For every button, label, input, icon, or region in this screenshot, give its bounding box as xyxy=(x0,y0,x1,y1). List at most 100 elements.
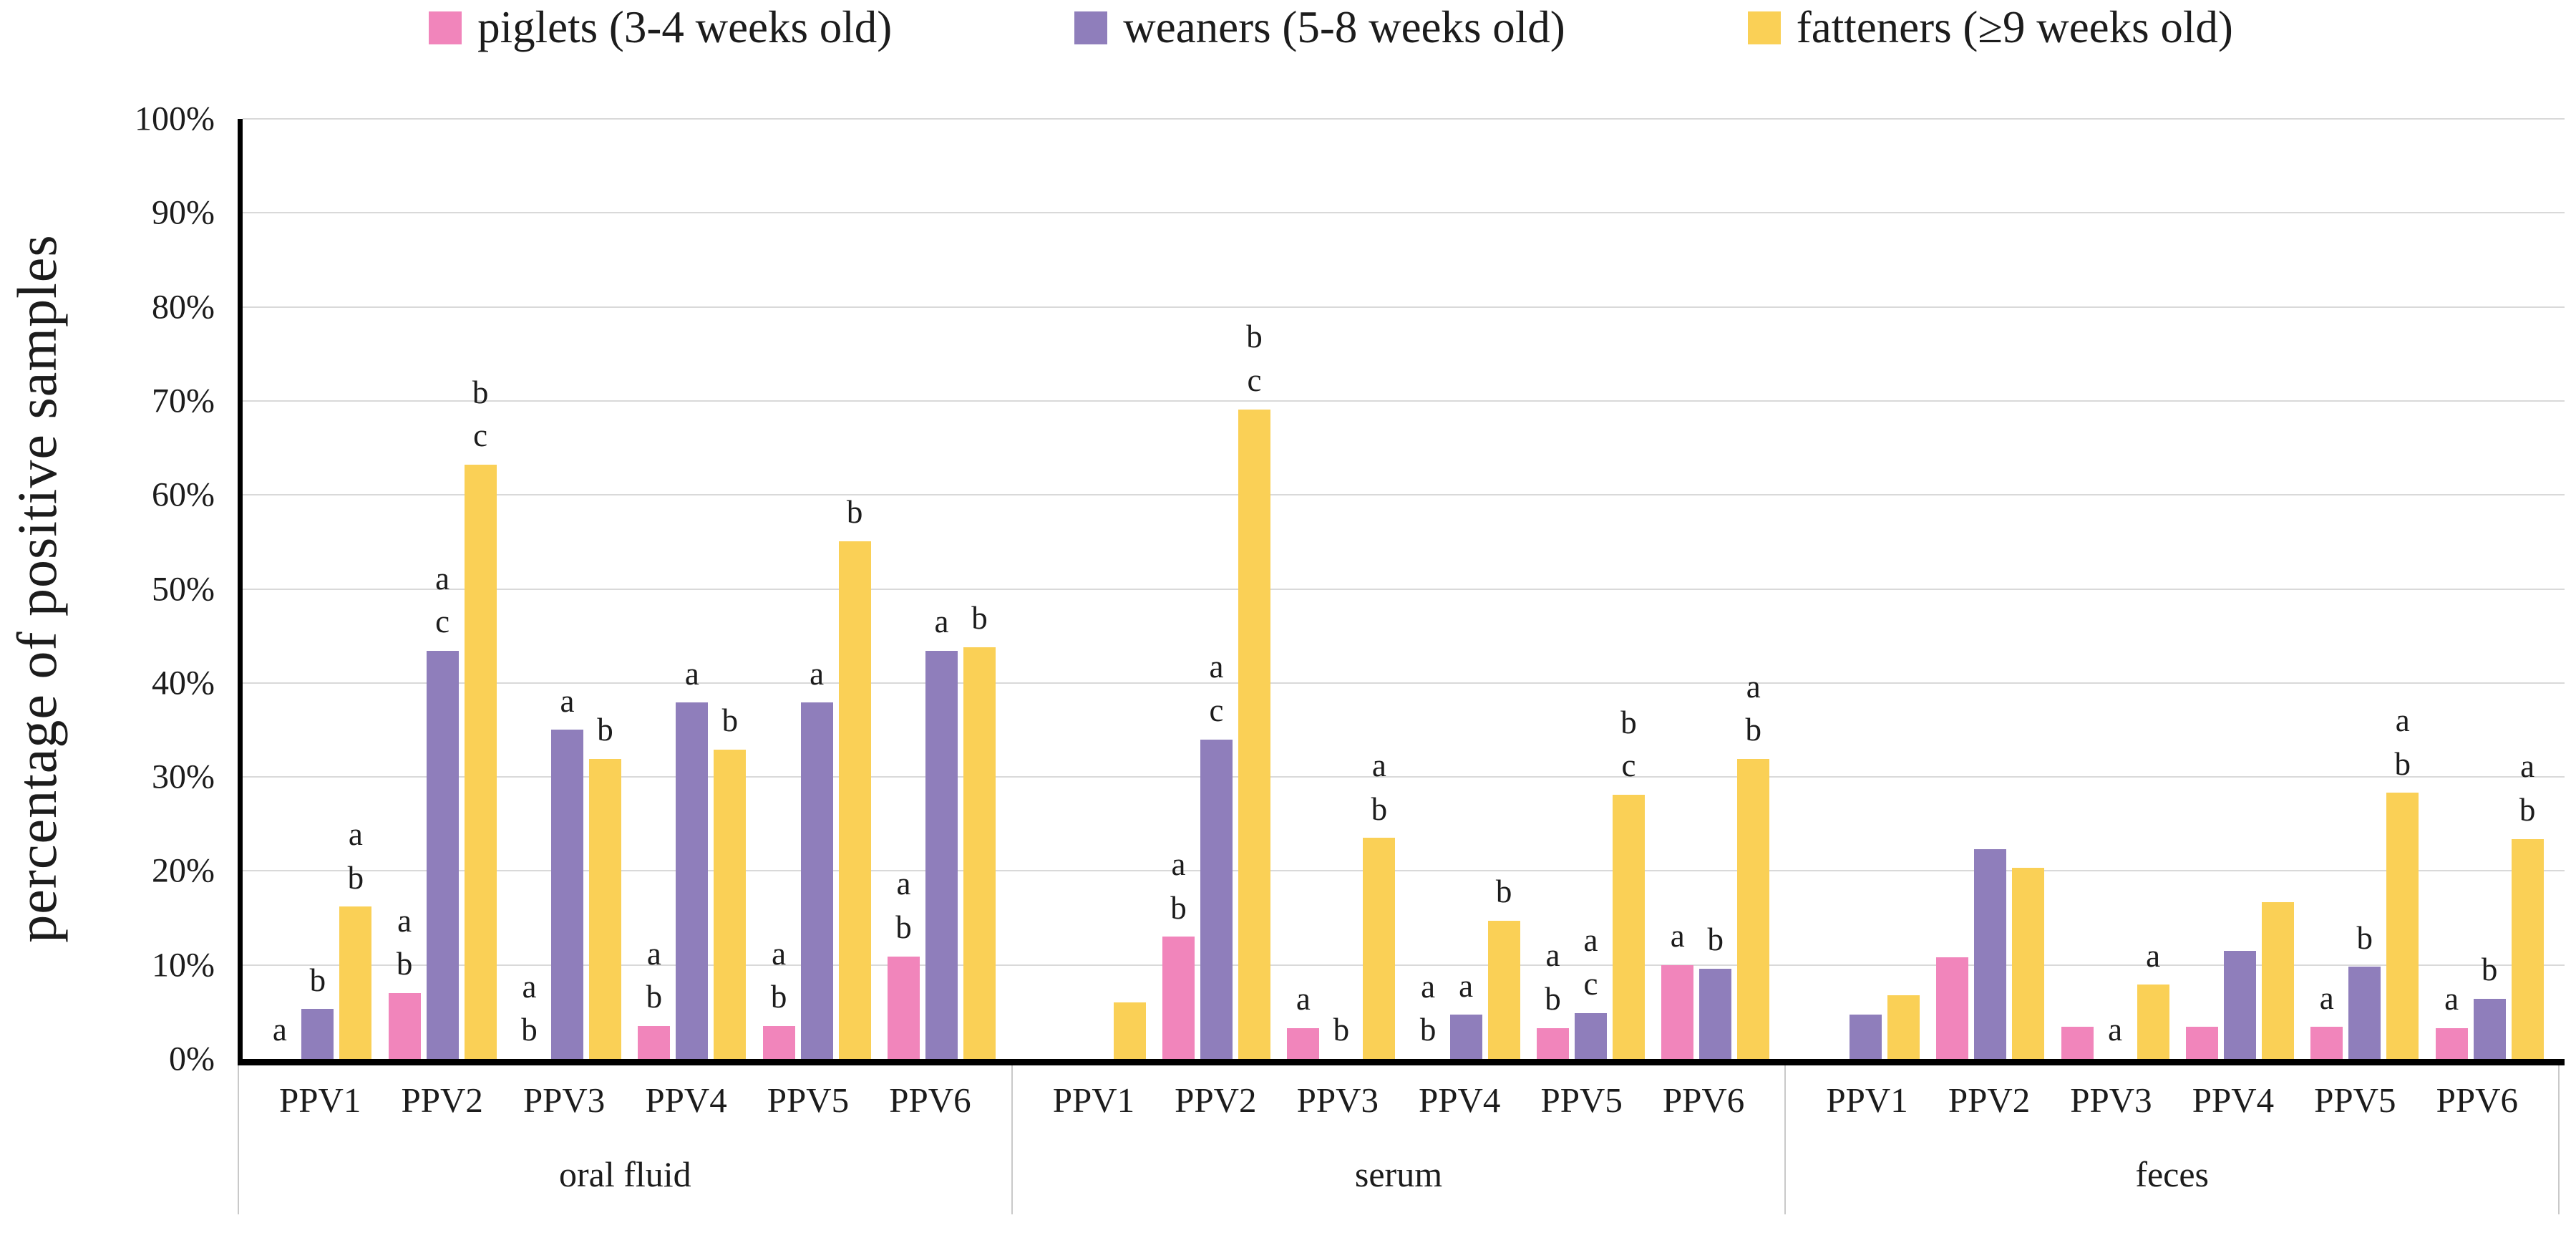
significance-letters: b xyxy=(1708,918,1724,962)
legend-item-fatteners: fatteners (≥9 weeks old) xyxy=(1747,2,2233,52)
significance-letter: b xyxy=(1333,1012,1350,1048)
group-label-cell: feces xyxy=(1784,1134,2560,1214)
significance-letter: b xyxy=(2481,952,2498,988)
bar-weaners xyxy=(676,702,709,1059)
significance-letters: b xyxy=(1333,1008,1350,1052)
bar-slot-weaners: b xyxy=(1699,119,1732,1059)
significance-letter: a xyxy=(646,935,661,972)
significance-letter: b xyxy=(721,702,739,739)
significance-letter: b xyxy=(1246,319,1263,355)
bar-fatteners xyxy=(1238,409,1270,1059)
legend-swatch-fatteners xyxy=(1747,11,1781,44)
bar-fatteners xyxy=(1487,921,1520,1059)
significance-letter: c xyxy=(473,417,488,454)
significance-letter: a xyxy=(522,968,537,1005)
x-tick-label: PPV2 xyxy=(1175,1080,1257,1120)
significance-letter: a xyxy=(2108,1012,2123,1048)
bar-slot-piglets: a xyxy=(263,119,296,1059)
bar-slot-weaners: a xyxy=(800,119,833,1059)
y-tick-label: 50% xyxy=(152,570,215,608)
bar-slot-piglets: a xyxy=(1287,119,1320,1059)
bar-piglets xyxy=(2310,1027,2343,1059)
significance-letter: a xyxy=(272,1012,287,1048)
x-tick-label: PPV6 xyxy=(1662,1080,1745,1120)
bar-piglets xyxy=(1536,1027,1569,1059)
gridline xyxy=(243,964,2565,966)
significance-letter: b xyxy=(770,979,787,1015)
x-tick-label: PPV4 xyxy=(1419,1080,1501,1120)
significance-letters: b xyxy=(2482,948,2498,992)
bar-fatteners xyxy=(2261,901,2294,1059)
legend-swatch-piglets xyxy=(429,11,462,44)
bar-piglets xyxy=(638,1026,671,1059)
bar-slot-fatteners: a xyxy=(2137,119,2169,1059)
bar-weaners xyxy=(1200,739,1233,1059)
significance-letters: a xyxy=(273,1008,287,1052)
category-label-cell-feces: PPV1 PPV2 PPV3 PPV4 PPV5 PPV6 xyxy=(1784,1065,2560,1134)
significance-letter: a xyxy=(2395,702,2410,738)
gridline xyxy=(243,776,2565,778)
bar-fatteners xyxy=(1363,838,1396,1059)
bar-piglets xyxy=(1936,957,1969,1059)
bar-fatteners xyxy=(2386,793,2419,1059)
significance-letter: b xyxy=(1545,980,1561,1017)
x-tick-label: PPV5 xyxy=(1540,1080,1623,1120)
bar-slot-fatteners: b xyxy=(838,119,871,1059)
x-tick-label: PPV5 xyxy=(767,1080,850,1120)
legend-label-fatteners: fatteners (≥9 weeks old) xyxy=(1796,2,2233,52)
bar-weaners xyxy=(1974,849,2007,1059)
y-tick-label: 100% xyxy=(135,100,215,138)
significance-letter: a xyxy=(560,682,575,719)
significance-letter: a xyxy=(1171,846,1186,882)
x-tick-label: PPV3 xyxy=(523,1080,606,1120)
x-tick-label: PPV6 xyxy=(889,1080,971,1120)
bar-slot-weaners xyxy=(1974,119,2007,1059)
significance-letters: b xyxy=(597,708,613,752)
bar-slot-weaners xyxy=(2223,119,2256,1059)
bar-slot-piglets xyxy=(1038,119,1070,1059)
significance-letter: c xyxy=(1621,748,1636,784)
bar-fatteners xyxy=(464,465,497,1059)
bar-piglets xyxy=(1162,937,1195,1059)
significance-letter: a xyxy=(2444,980,2459,1017)
bar-piglets xyxy=(2185,1027,2218,1059)
significance-letter: b xyxy=(472,374,489,410)
bar-piglets xyxy=(388,993,421,1059)
bar-slot-weaners: b xyxy=(301,119,334,1059)
significance-letter: b xyxy=(846,493,863,530)
bar-weaners xyxy=(1574,1012,1607,1059)
significance-letter: a xyxy=(1421,968,1436,1005)
bar-weaners xyxy=(2348,967,2381,1059)
significance-letters: a xyxy=(2444,977,2459,1021)
significance-letter: b xyxy=(1707,922,1724,958)
bar-fatteners xyxy=(838,541,871,1059)
bar-slot-fatteners xyxy=(2012,119,2045,1059)
group-label: feces xyxy=(2135,1154,2210,1194)
significance-letter: b xyxy=(1745,712,1762,748)
y-tick-label: 70% xyxy=(152,382,215,420)
bar-slot-piglets: a xyxy=(2435,119,2468,1059)
bar-fatteners xyxy=(2012,868,2045,1059)
x-tick-label: PPV2 xyxy=(1948,1080,2031,1120)
group-label-cell: oral fluid xyxy=(238,1134,1011,1214)
bar-cluster-PPV1 xyxy=(1812,119,1920,1059)
